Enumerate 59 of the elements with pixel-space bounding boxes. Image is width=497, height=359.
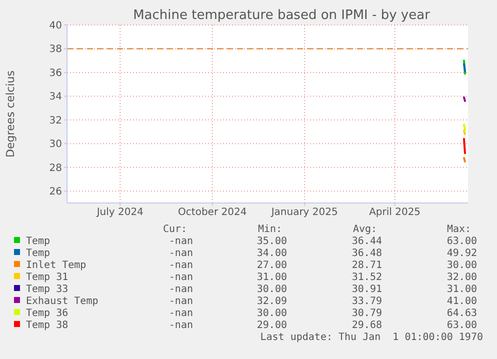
text: 41.00 xyxy=(446,296,477,307)
legend-label: Temp 33 xyxy=(26,284,68,295)
text: Avg: xyxy=(353,224,378,235)
y-tick-label: 30 xyxy=(49,139,62,150)
x-tick-label: January 2025 xyxy=(270,207,338,218)
y-tick-label: 38 xyxy=(49,44,62,56)
text: -nan xyxy=(168,236,193,247)
text: -nan xyxy=(168,308,193,319)
text: -nan xyxy=(168,296,193,307)
text: 63.00 xyxy=(446,236,477,247)
text: 36.44 xyxy=(352,236,382,247)
y-tick-label: 28 xyxy=(49,162,62,174)
x-tick-label: October 2024 xyxy=(178,207,247,218)
text: 63.00 xyxy=(446,320,477,331)
text: -nan xyxy=(168,260,193,271)
text: 31.52 xyxy=(352,272,382,283)
text: 29.00 xyxy=(256,320,287,331)
text: 30.00 xyxy=(256,308,287,319)
text: Max: xyxy=(447,224,472,235)
text: -nan xyxy=(168,320,193,331)
chart-title: Machine temperature based on IPMI - by year xyxy=(133,8,431,23)
text: 64.63 xyxy=(446,308,477,319)
text: 27.00 xyxy=(256,260,287,271)
legend-label: Exhaust Temp xyxy=(26,296,98,307)
legend-label: Temp 38 xyxy=(26,320,68,331)
y-tick-label: 26 xyxy=(49,186,62,198)
text: -nan xyxy=(168,248,193,259)
text: 35.00 xyxy=(256,236,287,247)
text: Cur: xyxy=(163,224,188,235)
y-axis-title: Degrees celcius xyxy=(4,70,17,158)
x-tick-label: July 2024 xyxy=(96,207,144,218)
text: 32.09 xyxy=(256,296,287,307)
legend-label: Inlet Temp xyxy=(26,260,86,271)
text: -nan xyxy=(168,284,193,295)
text: -nan xyxy=(168,272,193,283)
text: 30.00 xyxy=(446,260,477,271)
text: 34.00 xyxy=(256,248,287,259)
y-tick-label: 40 xyxy=(49,20,62,32)
y-tick-label: 32 xyxy=(49,115,62,126)
text: Last update: Thu Jan 1 01:00:00 1970 xyxy=(260,332,483,343)
y-tick-label: 36 xyxy=(49,68,62,79)
text: 36.48 xyxy=(352,248,382,259)
text: 32.00 xyxy=(446,272,477,283)
legend-label: Temp 31 xyxy=(26,272,68,283)
text: 30.79 xyxy=(352,308,382,319)
text: 29.68 xyxy=(352,320,382,331)
text: 31.00 xyxy=(446,284,477,295)
legend-label: Temp 36 xyxy=(26,308,68,319)
legend-label: Temp xyxy=(26,236,50,247)
text: 49.92 xyxy=(446,248,477,259)
text: 30.00 xyxy=(256,284,287,295)
text: Min: xyxy=(258,224,282,235)
text: 28.71 xyxy=(352,260,382,271)
x-tick-label: April 2025 xyxy=(369,207,421,218)
y-tick-label: 34 xyxy=(49,92,62,103)
text: 33.79 xyxy=(352,296,382,307)
legend-label: Temp xyxy=(26,248,50,259)
text: 30.91 xyxy=(352,284,382,295)
text: 31.00 xyxy=(256,272,287,283)
